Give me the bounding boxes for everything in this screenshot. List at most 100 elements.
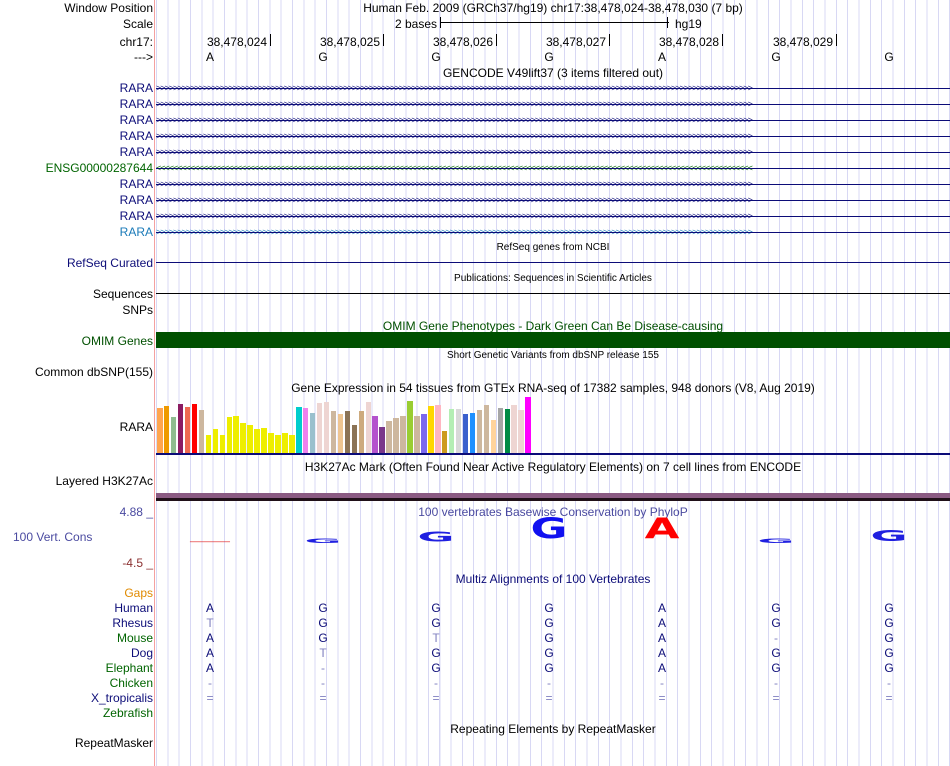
gtex-bar[interactable] xyxy=(219,434,226,453)
gtex-bar[interactable] xyxy=(504,408,510,453)
gene-feature[interactable]: >>>>>>>>>>>>>>>>>>>>>>>>>>>>>>>>>>>>>>>>… xyxy=(156,84,950,93)
gtex-bar[interactable] xyxy=(525,397,531,453)
species-label[interactable]: Dog xyxy=(130,646,153,660)
gtex-bar[interactable] xyxy=(518,409,524,453)
gene-feature[interactable]: >>>>>>>>>>>>>>>>>>>>>>>>>>>>>>>>>>>>>>>>… xyxy=(156,228,950,237)
gtex-bar[interactable] xyxy=(441,430,448,453)
gene-feature[interactable]: <<<<<<<<<<<<<<<<<<<<<<<<<<<<<<<<<<<<<<<<… xyxy=(156,164,950,173)
gtex-bar[interactable] xyxy=(212,429,219,453)
gtex-bar[interactable] xyxy=(421,413,427,453)
snps-label[interactable]: SNPs xyxy=(122,303,153,317)
gtex-bar[interactable] xyxy=(157,407,163,453)
gtex-bar[interactable] xyxy=(435,404,441,453)
gtex-bar[interactable] xyxy=(296,407,302,453)
gtex-bar[interactable] xyxy=(490,419,497,453)
gtex-bar[interactable] xyxy=(330,411,337,453)
phylop-label[interactable]: 100 Vert. Cons xyxy=(13,530,93,544)
species-label[interactable]: Human xyxy=(114,601,153,615)
gene-feature[interactable]: >>>>>>>>>>>>>>>>>>>>>>>>>>>>>>>>>>>>>>>>… xyxy=(156,196,950,205)
gtex-bar[interactable] xyxy=(344,411,351,453)
gtex-bar[interactable] xyxy=(372,416,378,453)
gtex-bar[interactable] xyxy=(379,426,385,453)
species-label[interactable]: Rhesus xyxy=(112,616,153,630)
gtex-bar[interactable] xyxy=(455,408,462,453)
gtex-bar[interactable] xyxy=(337,413,344,453)
gtex-bar[interactable] xyxy=(177,403,184,453)
refseq-label[interactable]: RefSeq Curated xyxy=(66,256,153,270)
omim-title[interactable]: OMIM Gene Phenotypes - Dark Green Can Be… xyxy=(382,319,724,333)
gene-feature[interactable]: >>>>>>>>>>>>>>>>>>>>>>>>>>>>>>>>>>>>>>>>… xyxy=(156,100,950,109)
dbsnp-title[interactable]: Short Genetic Variants from dbSNP releas… xyxy=(447,350,659,361)
multiz-title[interactable]: Multiz Alignments of 100 Vertebrates xyxy=(455,572,651,586)
gtex-bar[interactable] xyxy=(476,409,483,453)
gtex-bar[interactable] xyxy=(316,403,323,453)
gtex-bar[interactable] xyxy=(386,420,392,453)
gtex-bar[interactable] xyxy=(261,427,267,453)
gtex-bar[interactable] xyxy=(393,417,399,453)
gtex-bar[interactable] xyxy=(323,402,330,453)
gene-label[interactable]: RARA xyxy=(119,81,153,95)
gene-label[interactable]: RARA xyxy=(119,129,153,143)
gtex-bar[interactable] xyxy=(497,407,504,453)
gtex-bar[interactable] xyxy=(462,413,469,453)
phylop-title[interactable]: 100 vertebrates Basewise Conservation by… xyxy=(418,505,688,519)
omim-feature[interactable] xyxy=(156,332,950,348)
dbsnp-label[interactable]: Common dbSNP(155) xyxy=(34,365,153,379)
gene-feature[interactable]: >>>>>>>>>>>>>>>>>>>>>>>>>>>>>>>>>>>>>>>>… xyxy=(156,148,950,157)
gene-label[interactable]: RARA xyxy=(119,97,153,111)
gtex-bar[interactable] xyxy=(254,429,260,453)
gene-label[interactable]: RARA xyxy=(119,225,153,239)
gtex-bar[interactable] xyxy=(483,404,490,453)
gtex-bar[interactable] xyxy=(511,404,517,453)
publications-title[interactable]: Publications: Sequences in Scientific Ar… xyxy=(454,273,652,284)
h3k27ac-title[interactable]: H3K27Ac Mark (Often Found Near Active Re… xyxy=(304,460,802,474)
gene-feature[interactable]: >>>>>>>>>>>>>>>>>>>>>>>>>>>>>>>>>>>>>>>>… xyxy=(156,132,950,141)
gtex-bar[interactable] xyxy=(275,435,281,453)
publications-label[interactable]: Sequences xyxy=(92,287,153,301)
gtex-bar[interactable] xyxy=(226,416,232,453)
gtex-bar[interactable] xyxy=(400,416,406,453)
gtex-bar[interactable] xyxy=(240,422,246,453)
gtex-bar[interactable] xyxy=(428,405,434,453)
gene-feature[interactable]: >>>>>>>>>>>>>>>>>>>>>>>>>>>>>>>>>>>>>>>>… xyxy=(156,212,950,221)
gtex-bar[interactable] xyxy=(407,400,413,453)
gtex-bar[interactable] xyxy=(170,416,177,453)
gencode-title[interactable]: GENCODE V49lift37 (3 items filtered out) xyxy=(442,66,664,80)
refseq-title[interactable]: RefSeq genes from NCBI xyxy=(496,242,610,253)
gene-label[interactable]: RARA xyxy=(119,145,153,159)
gtex-bar[interactable] xyxy=(191,403,198,453)
repeatmasker-title[interactable]: Repeating Elements by RepeatMasker xyxy=(450,722,656,736)
repeatmasker-label[interactable]: RepeatMasker xyxy=(74,736,153,750)
gtex-bar[interactable] xyxy=(302,407,309,453)
gene-feature[interactable]: >>>>>>>>>>>>>>>>>>>>>>>>>>>>>>>>>>>>>>>>… xyxy=(156,180,950,189)
gene-label[interactable]: RARA xyxy=(119,113,153,127)
gene-label[interactable]: RARA xyxy=(119,177,153,191)
gtex-bar[interactable] xyxy=(163,405,170,453)
gtex-bar[interactable] xyxy=(184,407,191,453)
species-label[interactable]: Zebrafish xyxy=(102,706,153,720)
gtex-bar[interactable] xyxy=(282,433,288,453)
gtex-bar[interactable] xyxy=(365,402,371,453)
gtex-bar[interactable] xyxy=(198,409,205,453)
gtex-title[interactable]: Gene Expression in 54 tissues from GTEx … xyxy=(291,381,815,395)
gene-label[interactable]: RARA xyxy=(119,193,153,207)
gtex-bar[interactable] xyxy=(469,412,476,453)
species-label[interactable]: Mouse xyxy=(116,631,153,645)
species-label[interactable]: Chicken xyxy=(109,676,153,690)
gtex-bar[interactable] xyxy=(247,425,253,453)
gtex-bar[interactable] xyxy=(309,412,316,453)
gene-feature[interactable]: >>>>>>>>>>>>>>>>>>>>>>>>>>>>>>>>>>>>>>>>… xyxy=(156,116,950,125)
gtex-bar[interactable] xyxy=(289,434,295,453)
h3k27ac-label[interactable]: Layered H3K27Ac xyxy=(55,474,153,488)
omim-label[interactable]: OMIM Genes xyxy=(81,334,153,348)
gtex-bar[interactable] xyxy=(268,433,274,453)
gtex-bar[interactable] xyxy=(233,416,239,453)
gtex-bar[interactable] xyxy=(205,434,212,453)
gtex-label[interactable]: RARA xyxy=(119,420,153,434)
gtex-bar[interactable] xyxy=(414,416,420,453)
gtex-bar[interactable] xyxy=(448,408,455,453)
gtex-bar[interactable] xyxy=(351,425,358,453)
species-label[interactable]: Elephant xyxy=(105,661,153,675)
gene-label[interactable]: RARA xyxy=(119,209,153,223)
species-label[interactable]: X_tropicalis xyxy=(90,691,153,705)
